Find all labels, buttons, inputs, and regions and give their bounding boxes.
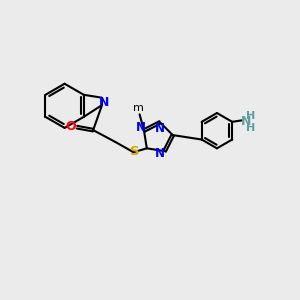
- Text: O: O: [65, 120, 76, 133]
- Text: N: N: [136, 121, 146, 134]
- Text: H: H: [246, 111, 256, 121]
- Text: N: N: [99, 96, 110, 109]
- Text: m: m: [133, 103, 143, 113]
- Text: H: H: [246, 123, 256, 133]
- Text: N: N: [155, 122, 165, 135]
- Text: N: N: [155, 147, 165, 160]
- Text: S: S: [130, 145, 140, 158]
- Text: N: N: [241, 115, 251, 128]
